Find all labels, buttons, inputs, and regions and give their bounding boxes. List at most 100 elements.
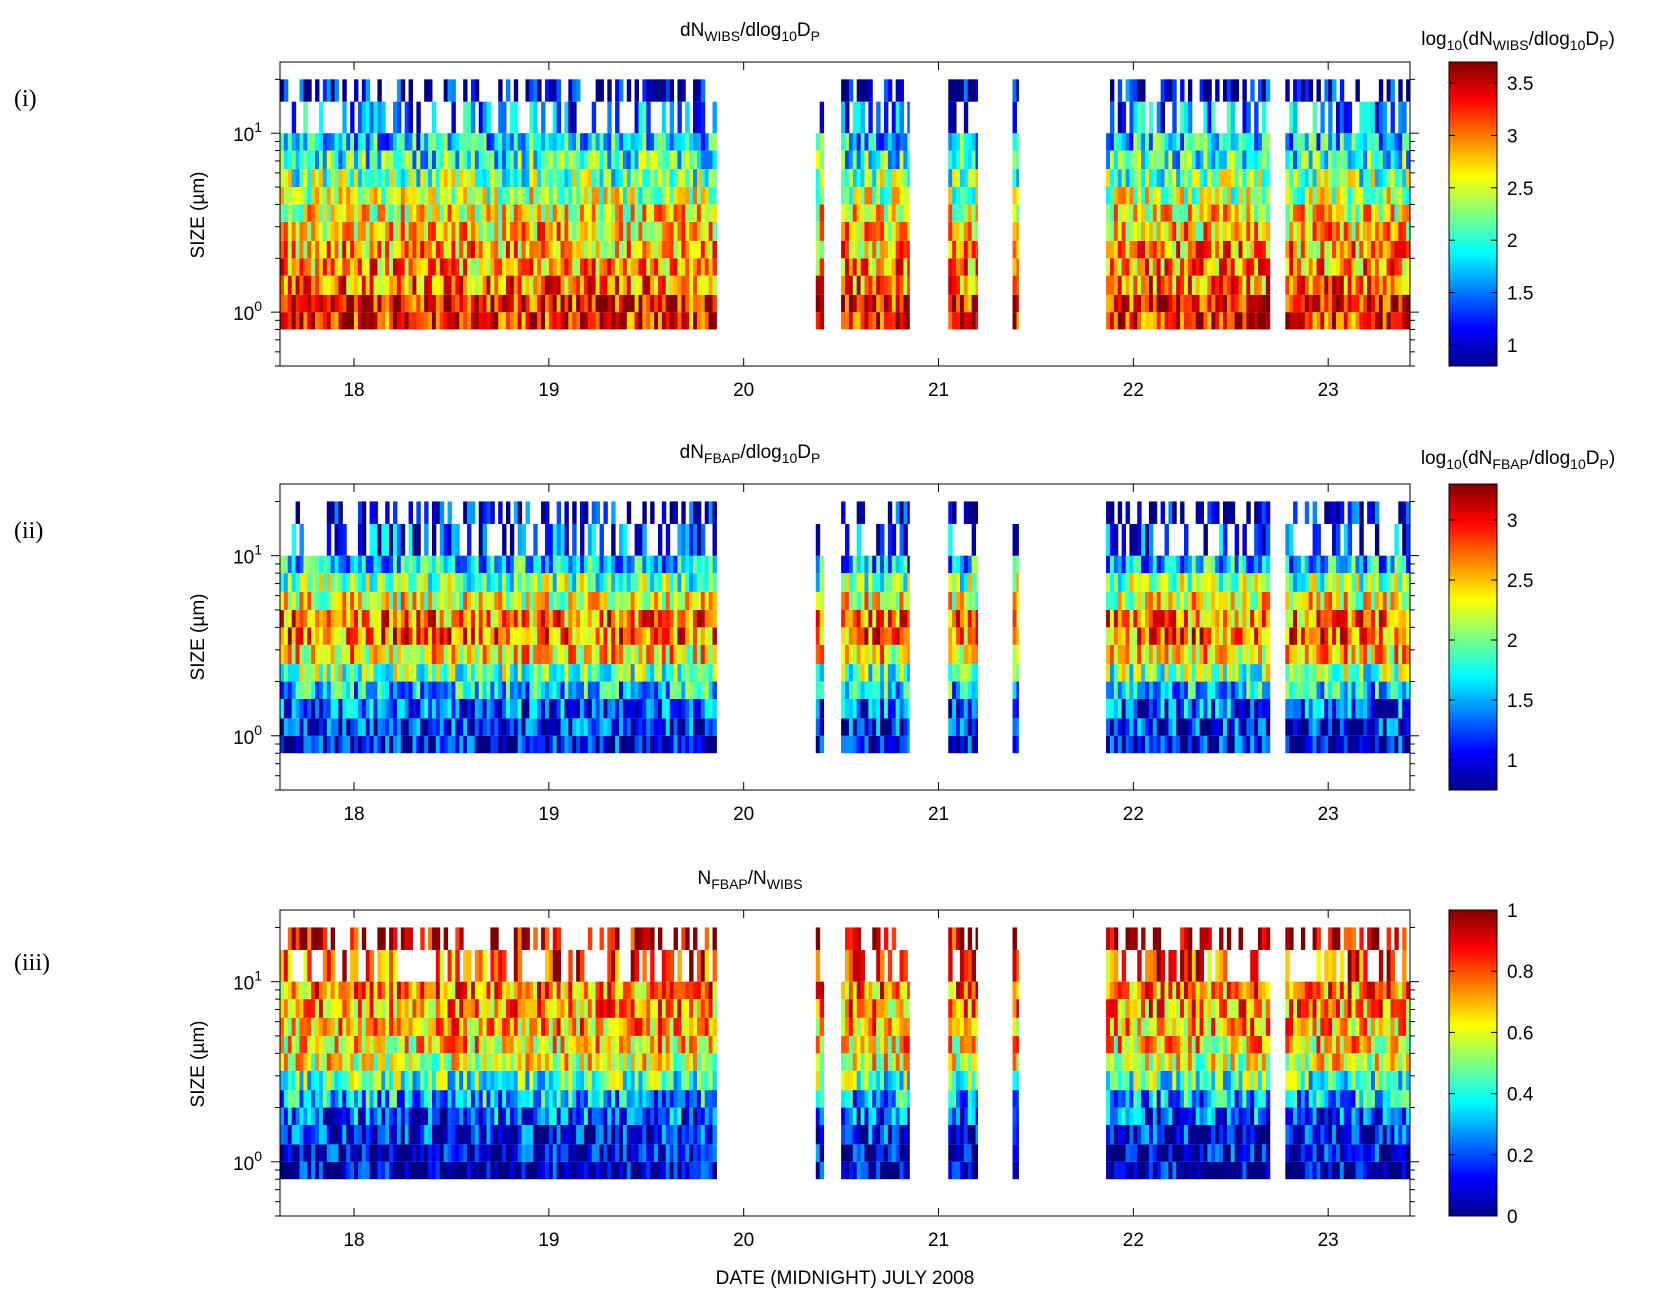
heatmap-cell xyxy=(1308,644,1314,665)
heatmap-cell xyxy=(971,133,977,151)
heatmap-cell xyxy=(1203,169,1208,188)
heatmap-cell xyxy=(638,735,643,754)
heatmap-cell xyxy=(482,627,488,645)
heatmap-cell xyxy=(1234,275,1240,295)
heatmap-cell xyxy=(872,735,877,754)
heatmap-cell xyxy=(431,221,437,241)
heatmap-cell xyxy=(564,718,569,736)
heatmap-cell xyxy=(377,187,382,205)
heatmap-cell xyxy=(1117,591,1123,610)
heatmap-cell xyxy=(1378,150,1384,170)
heatmap-cell xyxy=(852,169,858,188)
heatmap-cell xyxy=(552,204,558,222)
heatmap-cell xyxy=(845,735,850,754)
heatmap-cell xyxy=(451,523,456,556)
heatmap-cell xyxy=(1168,133,1173,151)
heatmap-cell xyxy=(622,169,628,188)
heatmap-cell xyxy=(611,609,616,628)
heatmap-cell xyxy=(642,681,647,700)
heatmap-cell xyxy=(1390,79,1395,102)
heatmap-cell xyxy=(517,169,523,188)
heatmap-cell xyxy=(404,187,410,205)
heatmap-cell xyxy=(1012,591,1017,610)
heatmap-cell xyxy=(428,294,433,313)
heatmap-cell xyxy=(595,699,601,719)
heatmap-cell xyxy=(350,133,355,151)
heatmap-cell xyxy=(899,258,904,276)
heatmap-cell xyxy=(587,150,593,170)
heatmap-cell xyxy=(459,627,464,645)
heatmap-cell xyxy=(1106,312,1111,330)
heatmap-cell xyxy=(435,573,441,592)
heatmap-cell xyxy=(369,258,375,276)
heatmap-cell xyxy=(1117,735,1123,754)
heatmap-cell xyxy=(283,627,289,645)
heatmap-cell xyxy=(283,275,289,295)
heatmap-cell xyxy=(509,609,515,628)
heatmap-cell xyxy=(607,133,612,151)
heatmap-cell xyxy=(361,699,367,719)
heatmap-cell xyxy=(502,312,507,330)
heatmap-cell xyxy=(611,555,616,574)
heatmap-cell xyxy=(463,699,468,719)
heatmap-cell xyxy=(541,275,546,295)
heatmap-cell xyxy=(646,591,651,610)
heatmap-cell xyxy=(533,258,538,276)
heatmap-cell xyxy=(1137,150,1142,170)
heatmap-cell xyxy=(845,221,850,241)
heatmap-cell xyxy=(841,718,846,736)
heatmap-cell xyxy=(876,133,881,151)
heatmap-cell xyxy=(412,609,417,628)
heatmap-cell xyxy=(657,294,663,313)
heatmap-cell xyxy=(630,240,636,259)
heatmap-cell xyxy=(303,275,308,295)
heatmap-cell xyxy=(334,133,339,151)
heatmap-cell xyxy=(431,681,437,700)
heatmap-cell xyxy=(665,150,671,170)
heatmap-cell xyxy=(677,664,682,682)
heatmap-cell xyxy=(346,258,351,276)
heatmap-cell xyxy=(572,258,577,276)
heatmap-cell xyxy=(431,699,437,719)
heatmap-cell xyxy=(1156,294,1162,313)
heatmap-cell xyxy=(669,699,675,719)
heatmap-cell xyxy=(381,258,386,276)
heatmap-cell xyxy=(819,187,825,205)
heatmap-cell xyxy=(622,681,628,700)
heatmap-cell xyxy=(1137,718,1142,736)
heatmap-cell xyxy=(1195,294,1201,313)
heatmap-cell xyxy=(1145,627,1150,645)
heatmap-cell xyxy=(1359,150,1364,170)
heatmap-cell xyxy=(619,169,624,188)
heatmap-cell xyxy=(971,501,977,524)
heatmap-cell xyxy=(642,555,647,574)
heatmap-cell xyxy=(681,150,686,170)
heatmap-cell xyxy=(1359,312,1364,330)
heatmap-cell xyxy=(552,699,558,719)
heatmap-cell xyxy=(467,591,472,610)
heatmap-cell xyxy=(315,573,320,592)
heatmap-cell xyxy=(385,627,390,645)
heatmap-cell xyxy=(1125,573,1130,592)
heatmap-cell xyxy=(416,609,421,628)
heatmap-cell xyxy=(447,681,452,700)
heatmap-cell xyxy=(852,681,858,700)
heatmap-cell xyxy=(529,718,534,736)
heatmap-cell xyxy=(646,133,651,151)
heatmap-cell xyxy=(486,101,491,134)
heatmap-cell xyxy=(1199,169,1204,188)
heatmap-cell xyxy=(346,591,351,610)
heatmap-cell xyxy=(307,240,312,259)
heatmap-cell xyxy=(583,735,589,754)
heatmap-cell xyxy=(1121,133,1127,151)
heatmap-cell xyxy=(654,275,659,295)
heatmap-cell xyxy=(1125,681,1130,700)
heatmap-cell xyxy=(657,275,663,295)
heatmap-cell xyxy=(1250,609,1255,628)
heatmap-cell xyxy=(400,591,406,610)
heatmap-cell xyxy=(287,627,293,645)
heatmap-cell xyxy=(967,240,973,259)
heatmap-cell xyxy=(1016,187,1019,205)
heatmap-cell xyxy=(681,204,686,222)
heatmap-cell xyxy=(416,735,421,754)
